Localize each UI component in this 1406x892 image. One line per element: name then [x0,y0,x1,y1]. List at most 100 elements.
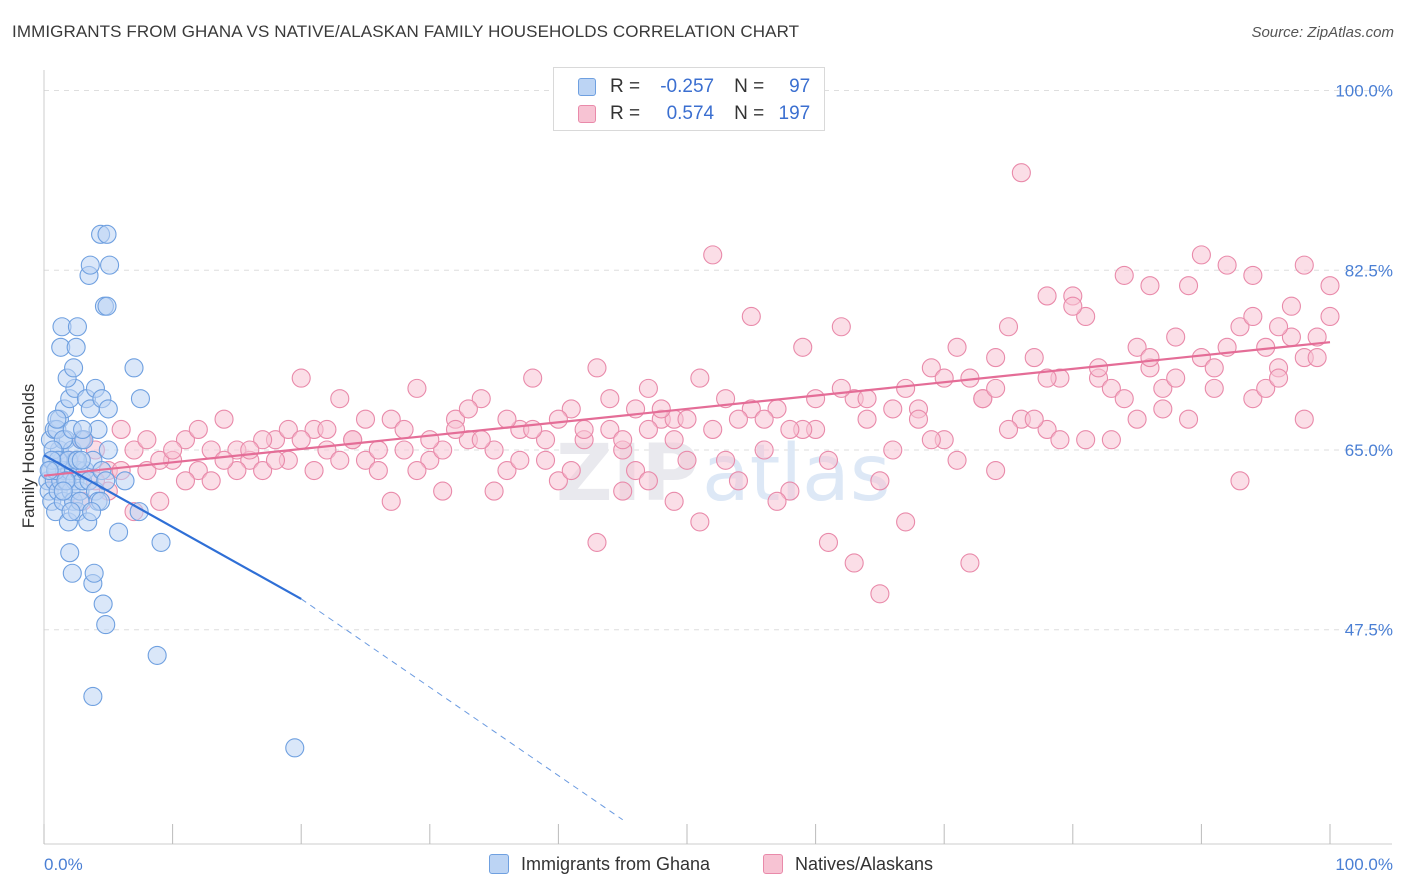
data-point [1307,327,1327,347]
y-tick-label: 47.5% [1345,621,1393,640]
data-point [60,543,80,563]
data-point [497,460,517,481]
data-point [67,317,87,337]
data-point [638,378,658,398]
data-point [214,409,234,429]
data-point [1101,430,1121,450]
legend-n-label: N = [734,103,765,124]
data-point [394,419,414,440]
data-point [1281,296,1301,316]
data-point [638,471,658,491]
data-point [124,358,144,378]
data-point [368,460,388,481]
data-point [535,450,556,470]
data-point [73,419,93,440]
data-point [61,502,81,522]
data-point [330,450,350,470]
data-point [741,306,761,327]
data-point [291,430,311,450]
data-point [130,389,150,409]
legend-n-value: 197 [778,103,811,124]
data-point [147,645,167,665]
data-point [561,399,581,419]
data-point [1037,419,1057,440]
y-tick-label: 82.5% [1345,261,1393,280]
data-point [1269,368,1289,388]
data-point [484,440,504,460]
data-point [1243,306,1263,327]
data-point [1050,430,1070,450]
data-point [1320,276,1340,296]
data-point [285,738,305,758]
data-point [818,532,839,552]
bottom-legend-swatch-ghana [489,854,509,874]
data-point [253,460,273,481]
data-point [677,409,697,429]
data-point [600,419,620,440]
data-point [150,491,170,511]
data-point [97,224,117,244]
bottom-legend-ghana: Immigrants from Ghana [489,851,710,877]
data-point [703,245,723,265]
data-point [394,440,414,460]
data-point [1011,163,1031,183]
data-point [420,450,440,470]
data-point [947,337,967,357]
legend-r-value: 0.574 [666,103,715,124]
data-point [523,419,543,440]
data-point [1140,348,1160,368]
data-point [831,317,851,337]
data-point [1243,389,1263,409]
data-points [38,163,1340,758]
data-point [535,430,556,450]
data-point [1127,337,1147,357]
trend-line-natives [43,341,1331,477]
x-tick-label: 0.0% [44,855,83,874]
grid-lines [44,90,1392,631]
data-point [754,409,774,429]
data-point [703,419,723,440]
data-point [1153,399,1173,419]
data-point [39,460,59,481]
y-tick-label: 65.0% [1345,441,1393,460]
data-point [368,440,388,460]
legend-row-ghana: R = -0.257 N = 97 [554,74,810,100]
data-point [471,430,491,450]
legend-r-label: R = [610,103,641,124]
data-point [870,584,890,604]
data-point [1101,378,1121,398]
data-point [115,471,135,491]
legend-r-label: R = [610,76,641,97]
data-point [343,430,363,450]
data-point [690,368,710,388]
data-point [484,481,504,501]
data-point [523,368,543,388]
data-point [109,522,129,542]
data-point [986,348,1006,368]
data-point [1076,430,1096,450]
data-point [561,460,581,481]
data-point [420,430,440,450]
data-point [1024,348,1044,368]
data-point [651,399,671,419]
data-point [1320,306,1340,327]
data-point [100,255,120,275]
data-point [690,512,710,532]
data-point [175,430,196,450]
trend-line-ghana-extension [300,598,623,821]
data-point [806,389,826,409]
data-point [844,553,864,573]
data-point [896,378,916,398]
data-point [96,615,116,635]
data-point [548,409,568,429]
data-point [1114,265,1134,285]
data-point [921,358,941,378]
data-point [613,481,633,501]
data-point [80,255,100,275]
data-point [780,481,800,501]
data-point [1204,358,1224,378]
data-point [716,450,736,470]
bottom-legend-label-natives: Natives/Alaskans [795,853,934,874]
data-point [510,450,530,470]
data-point [613,430,633,450]
